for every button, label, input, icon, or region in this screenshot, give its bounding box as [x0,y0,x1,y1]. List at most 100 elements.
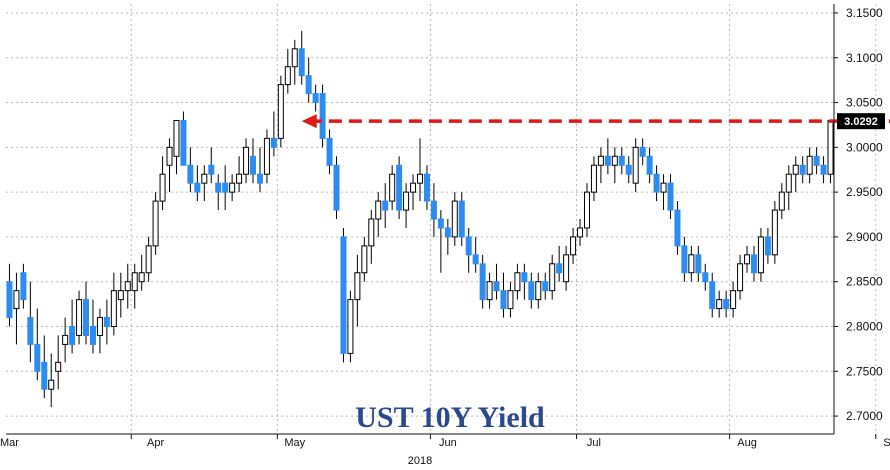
candle-body-up [263,137,270,175]
candle-body-up [757,236,764,274]
candle-layer [6,30,834,408]
candle-body-up [13,290,20,310]
candle-body-up [583,191,590,229]
candle-body-up [688,254,695,274]
candle-body-down [312,93,319,104]
candle-body-down [493,281,500,292]
candle-body-down [103,317,110,327]
candle-body-down [305,75,312,95]
y-axis-tick-label: 2.7500 [846,364,883,378]
x-axis-tick-label: Jul [587,437,601,449]
candle-body-down [465,236,472,256]
candle-body-down [472,254,479,265]
candle-body-up [451,200,458,238]
candle-body-down [194,182,201,193]
candle-body-up [549,263,556,292]
candle-body-up [48,379,55,390]
candle-body-down [423,173,430,202]
candle-body-down [180,119,187,166]
candle-body-down [340,236,347,354]
candle-body-down [215,182,222,193]
candle-body-down [222,182,229,193]
x-axis-tick-label: May [284,437,305,449]
candle-body-down [444,227,451,238]
candle-body-up [354,272,361,301]
candle-body-down [396,164,403,211]
y-axis-tick-label: 3.0500 [846,96,883,110]
candle-body-down [695,254,702,274]
candle-body-up [124,281,131,292]
candle-body-up [375,200,382,220]
candle-body-up [138,272,145,283]
x-axis-tick-label: Mar [0,437,19,449]
x-axis-year-label: 2018 [408,455,432,467]
candle-body-up [570,236,577,256]
candle-body-up [201,173,208,184]
candle-body-down [681,245,688,274]
candle-body-up [110,290,117,327]
candle-body-down [250,155,257,175]
y-axis-tick-label: 3.1000 [846,51,883,65]
candle-body-up [173,119,180,157]
candle-body-up [410,182,417,193]
candle-body-up [744,254,751,265]
candle-body-down [382,200,389,211]
candle-body-up [716,299,723,310]
candle-body-down [89,326,96,345]
candle-body-up [145,245,152,274]
axis-layer: 3.1500 3.1000 3.0500 3.0000 2.9500 2.9000 2.85… [0,4,890,449]
candle-body-up [577,227,584,238]
last-value-label: 3.0292 [844,116,878,128]
candle-body-down [639,146,646,157]
candle-body-up [389,173,396,202]
candle-body-down [458,200,465,238]
candle-body-down [430,200,437,220]
candle-body-up [159,173,166,202]
annotation-layer: 3.0292 [301,113,890,130]
candle-body-down [556,263,563,274]
last-value-badge [837,113,885,130]
candle-body-down [437,218,444,229]
y-axis-tick-label: 2.8000 [846,320,883,334]
candle-body-down [479,263,486,301]
x-axis-tick-label: Aug [737,437,757,449]
candle-body-up [291,48,298,68]
candle-body-up [131,272,138,292]
candle-body-down [208,164,215,175]
candle-body-down [702,272,709,283]
candle-body-up [730,290,737,310]
candle-body-down [256,173,263,184]
candle-body-down [270,137,277,148]
candle-body-up [535,281,542,301]
candle-body-up [792,164,799,175]
candle-body-up [771,209,778,256]
candle-body-down [187,164,194,184]
x-axis-tick-label: Apr [147,437,164,449]
candle-body-down [298,48,305,77]
candle-body-up [611,155,618,166]
candle-body-down [83,299,90,336]
candle-body-up [76,299,83,336]
candle-body-down [618,155,625,166]
candle-body-down [653,173,660,193]
candle-body-down [646,155,653,175]
candle-body-up [507,290,514,310]
candle-body-up [166,146,173,166]
candle-body-up [96,317,103,336]
candle-body-up [785,173,792,193]
candle-body-down [813,155,820,166]
candle-body-down [820,164,827,175]
x-axis-tick-label: Jun [439,437,457,449]
chart-title: UST 10Y Yield [355,401,545,434]
candle-body-down [333,164,340,211]
candle-body-up [62,334,69,345]
candle-body-up [632,146,639,184]
grid-layer [6,4,877,434]
candle-body-down [709,281,716,310]
candle-body-down [326,137,333,166]
candle-body-up [284,66,291,86]
y-axis-tick-label: 3.1500 [846,6,883,20]
candle-body-up [403,191,410,211]
